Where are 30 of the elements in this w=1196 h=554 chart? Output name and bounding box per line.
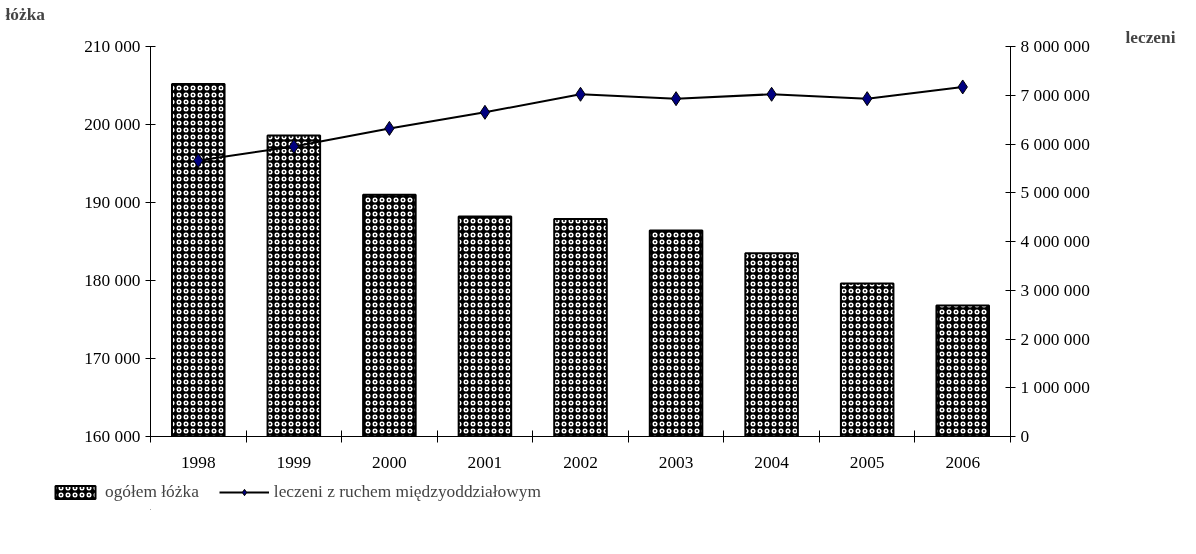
x-tick-label: 1999 — [276, 452, 312, 472]
y-tick-label: 160 000 — [84, 427, 141, 446]
x-tick-label: 2004 — [754, 452, 790, 472]
y2-tick-label: 0 — [1020, 427, 1030, 446]
legend-label: ogółem łóżka — [105, 482, 199, 502]
x-tick-label: 2002 — [563, 452, 598, 472]
y2-tick-label: 7 000 000 — [1020, 85, 1090, 105]
point — [670, 91, 682, 107]
x-tick-label: 2005 — [849, 452, 885, 472]
x-tick-label: 2001 — [467, 452, 503, 472]
y-tick-label: 180 000 — [84, 271, 141, 290]
y2-axis-title: leczeni — [1125, 27, 1176, 47]
x-tick-label: 2000 — [372, 452, 407, 472]
x-tick-label: 1998 — [180, 452, 216, 472]
y2-tick-label: 4 000 000 — [1020, 232, 1090, 251]
x-tick-label: 2003 — [658, 452, 694, 472]
x-tick-label: 2006 — [945, 452, 981, 472]
y-tick-label: 170 000 — [84, 349, 141, 368]
y2-tick-label: 2 000 000 — [1020, 329, 1090, 349]
y-axis-title: łóżka — [5, 4, 46, 24]
y2-tick-label: 5 000 000 — [1020, 183, 1090, 203]
y2-tick-label: 3 000 000 — [1020, 280, 1090, 300]
y2-tick-label: 1 000 000 — [1020, 378, 1090, 398]
y-tick-label: 190 000 — [84, 193, 141, 212]
legend-label: leczeni z ruchem międzyoddziałowym — [273, 482, 541, 502]
point — [479, 104, 491, 120]
y2-tick-label: 6 000 000 — [1020, 134, 1090, 154]
y2-tick-label: 8 000 000 — [1020, 37, 1090, 56]
y-tick-label: 210 000 — [84, 37, 141, 56]
y-tick-label: 200 000 — [84, 115, 141, 134]
